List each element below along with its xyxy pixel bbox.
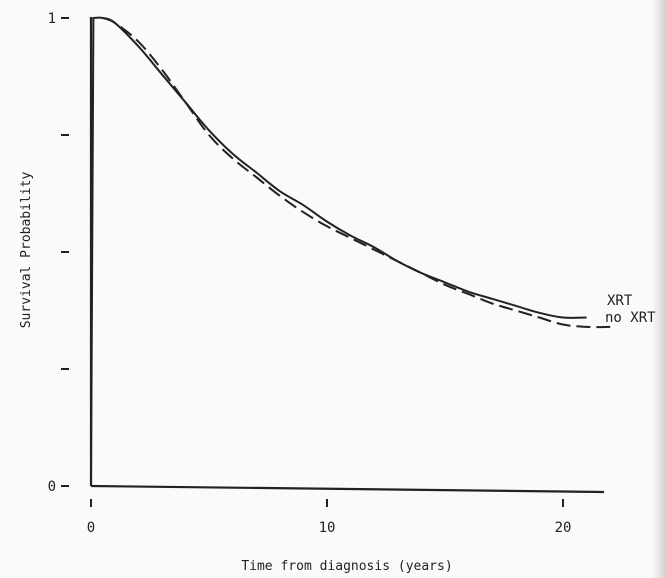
ticks-layer: 010 10 20 — [48, 11, 572, 536]
series-label-xrt: XRT — [607, 293, 633, 309]
y-axis-title: Survival Probability — [19, 172, 34, 329]
x-tick-label-1: 10 — [319, 520, 336, 536]
x-tick-label-2: 20 — [555, 520, 572, 536]
y-tick-label-0: 0 — [48, 479, 56, 495]
scan-edge-shade — [652, 0, 666, 578]
series-label-no-xrt: no XRT — [605, 310, 656, 326]
series-layer — [90, 16, 611, 487]
x-axis-line — [90, 484, 605, 494]
axes-layer — [89, 17, 605, 494]
x-tick-label-0: 0 — [87, 520, 95, 536]
series-line-xrt — [90, 16, 587, 487]
labels-layer: Time from diagnosis (years) Survival Pro… — [19, 172, 656, 574]
x-axis-title: Time from diagnosis (years) — [241, 559, 452, 574]
series-line-no-xrt — [102, 17, 611, 329]
y-tick-label-4: 1 — [48, 11, 56, 27]
